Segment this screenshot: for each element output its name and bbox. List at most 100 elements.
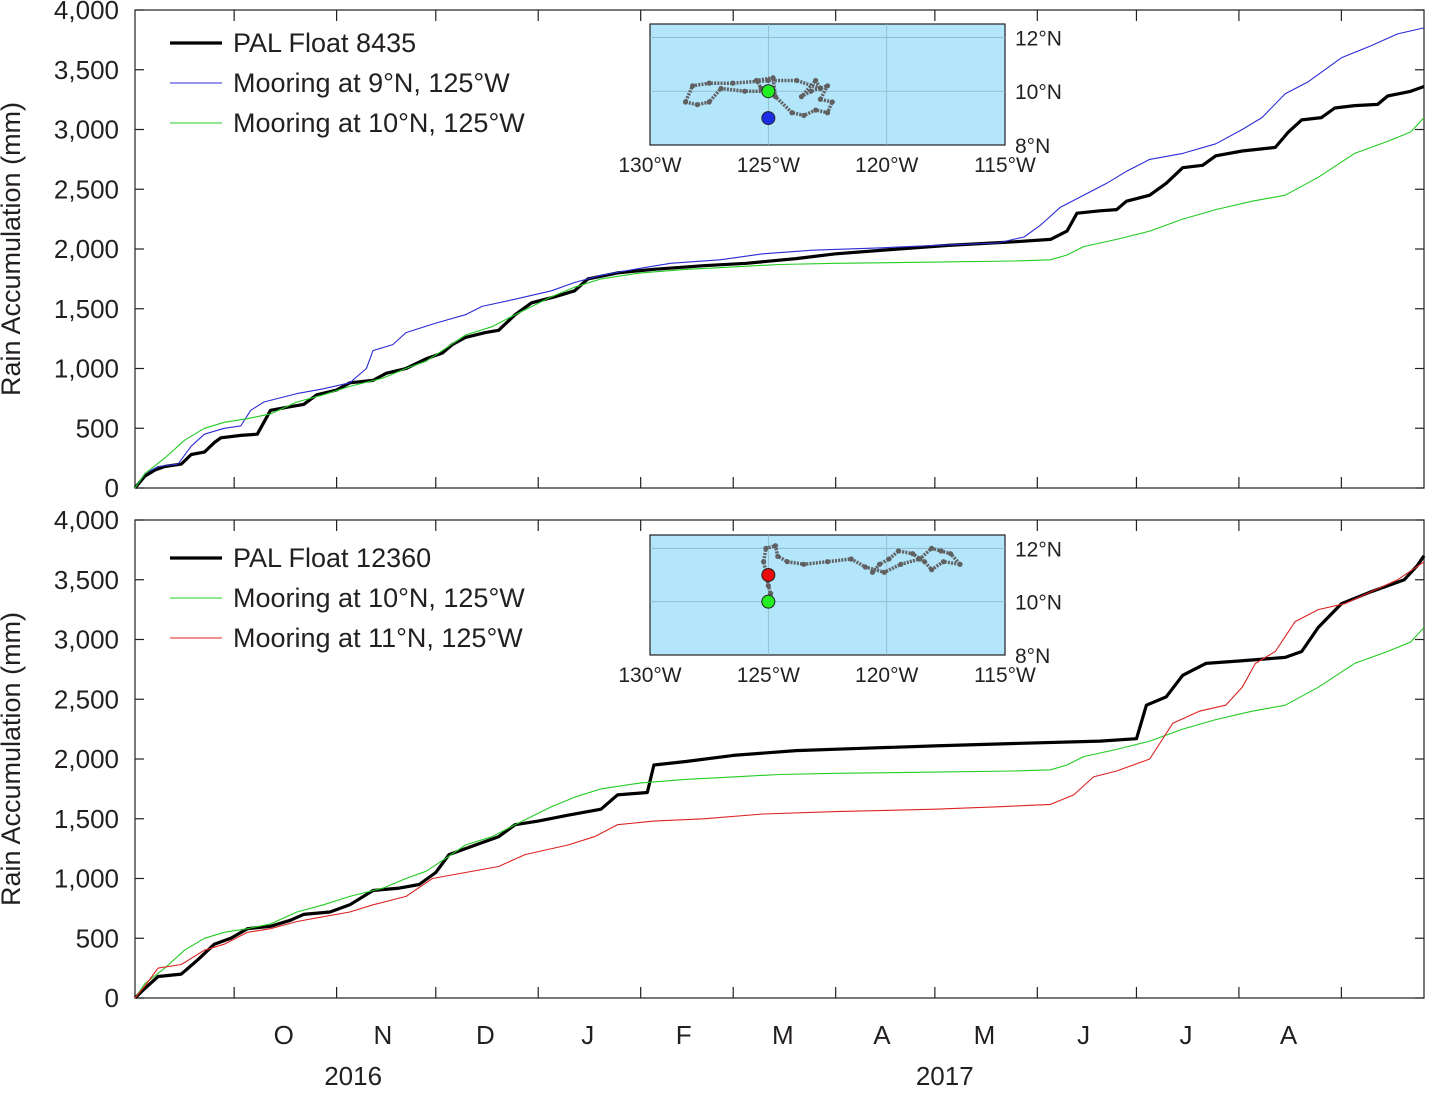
x-tick-label: A <box>1280 1020 1298 1050</box>
float-track-point <box>794 77 800 84</box>
mooring-marker <box>761 568 776 582</box>
inset-y-tick-label: 12°N <box>1015 27 1062 50</box>
inset-x-tick-label: 125°W <box>737 664 800 687</box>
y-tick-label: 4,000 <box>54 0 119 25</box>
legend-label: Mooring at 11°N, 125°W <box>233 623 523 653</box>
inset-x-tick-label: 125°W <box>737 154 800 177</box>
float-track-point <box>706 80 712 86</box>
float-track-point <box>808 88 814 94</box>
legend-label: Mooring at 10°N, 125°W <box>233 583 525 613</box>
legend-label: PAL Float 8435 <box>233 28 416 58</box>
float-track-point <box>813 107 819 113</box>
float-track-point <box>929 545 935 551</box>
float-track-point <box>910 551 916 557</box>
y-axis-title: Rain Accumulation (mm) <box>0 102 26 396</box>
x-tick-label: A <box>873 1020 891 1050</box>
float-track-point <box>775 553 781 559</box>
float-track-point <box>824 83 831 89</box>
x-tick-label: F <box>676 1020 692 1050</box>
float-track-point <box>801 112 807 119</box>
inset-y-tick-label: 8°N <box>1015 645 1050 668</box>
float-track-point <box>898 561 904 567</box>
x-tick-label: M <box>974 1020 996 1050</box>
float-track-point <box>824 110 831 116</box>
float-track-point <box>957 561 963 567</box>
y-tick-label: 3,500 <box>54 565 119 595</box>
float-track-point <box>765 77 771 84</box>
float-track-point <box>862 564 868 570</box>
y-tick-label: 500 <box>76 923 119 953</box>
inset-y-tick-label: 10°N <box>1015 81 1062 104</box>
float-track-point <box>869 569 876 575</box>
float-track-point <box>881 569 887 575</box>
float-track-point <box>938 548 944 554</box>
series-line-mooring-at-9-n-125-w <box>134 27 1425 489</box>
float-track-point <box>895 548 902 554</box>
y-tick-label: 2,500 <box>54 174 119 204</box>
y-tick-label: 500 <box>76 413 119 443</box>
float-track-point <box>801 561 807 567</box>
x-tick-label: O <box>274 1020 294 1050</box>
legend-label: Mooring at 10°N, 125°W <box>233 108 525 138</box>
float-track-point <box>718 85 724 92</box>
float-track-point <box>742 88 748 94</box>
y-tick-label: 3,500 <box>54 55 119 85</box>
float-track-point <box>784 559 790 565</box>
float-track-point <box>706 99 712 105</box>
x-tick-label: J <box>1180 1020 1193 1050</box>
float-track-point <box>947 551 954 557</box>
float-track-point <box>753 77 760 84</box>
float-track-point <box>824 559 831 565</box>
x-tick-label: D <box>476 1020 495 1050</box>
float-track-point <box>763 545 769 551</box>
float-track-point <box>770 75 776 81</box>
inset-x-tick-label: 115°W <box>974 154 1036 177</box>
mooring-marker <box>761 594 776 609</box>
float-track-point <box>765 583 771 589</box>
y-tick-label: 1,500 <box>54 804 119 834</box>
inset-x-tick-label: 115°W <box>974 664 1036 687</box>
y-axis-title: Rain Accumulation (mm) <box>0 612 26 906</box>
float-track-point <box>876 561 883 567</box>
y-tick-label: 0 <box>105 473 119 503</box>
series-line-mooring-at-10-n-125-w <box>134 627 1425 999</box>
y-tick-label: 1,000 <box>54 864 119 894</box>
mooring-marker <box>761 84 776 99</box>
float-track-point <box>798 94 805 100</box>
y-tick-label: 0 <box>105 983 119 1013</box>
x-tick-label: J <box>581 1020 594 1050</box>
x-tick-label: J <box>1077 1020 1090 1050</box>
inset-x-tick-label: 120°W <box>855 154 918 177</box>
inset-x-tick-label: 120°W <box>855 664 918 687</box>
y-tick-label: 1,500 <box>54 294 119 324</box>
y-tick-label: 4,000 <box>54 505 119 535</box>
float-track-point <box>772 543 779 549</box>
float-track-point <box>921 559 928 565</box>
inset-map: 130°W 125°W 120°W 115°W8°N 10°N 12°N <box>618 534 1062 687</box>
year-label: 2016 <box>324 1061 382 1091</box>
y-tick-label: 3,000 <box>54 625 119 655</box>
float-track-point <box>917 556 923 562</box>
series-line-mooring-at-11-n-125-w <box>134 561 1425 999</box>
y-tick-label: 3,000 <box>54 115 119 145</box>
float-track-point <box>829 99 835 105</box>
float-track-point <box>694 102 700 108</box>
series-line-mooring-at-10-n-125-w <box>134 117 1425 489</box>
float-track-point <box>789 110 795 116</box>
panel-2: 0 500 1,000 1,500 2,000 2,500 3,000 3,500 4,000 R… <box>0 505 1426 1013</box>
inset-x-tick-label: 130°W <box>618 664 681 687</box>
panel-1: 0 500 1,000 1,500 2,000 2,500 3,000 3,500 4,000 R… <box>0 0 1425 503</box>
inset-y-tick-label: 8°N <box>1015 135 1050 158</box>
legend-label: Mooring at 9°N, 125°W <box>233 68 510 98</box>
x-axis-labels: O N D J F M A M J J A 2016 2017 <box>274 1020 1298 1091</box>
inset-background <box>649 534 1006 656</box>
float-track-point <box>848 556 854 562</box>
year-label: 2017 <box>916 1061 974 1091</box>
float-track-point <box>682 99 689 105</box>
float-track-point <box>772 94 779 100</box>
mooring-marker <box>761 111 776 126</box>
legend-label: PAL Float 12360 <box>233 543 431 573</box>
y-tick-label: 2,000 <box>54 234 119 264</box>
y-tick-label: 2,000 <box>54 744 119 774</box>
